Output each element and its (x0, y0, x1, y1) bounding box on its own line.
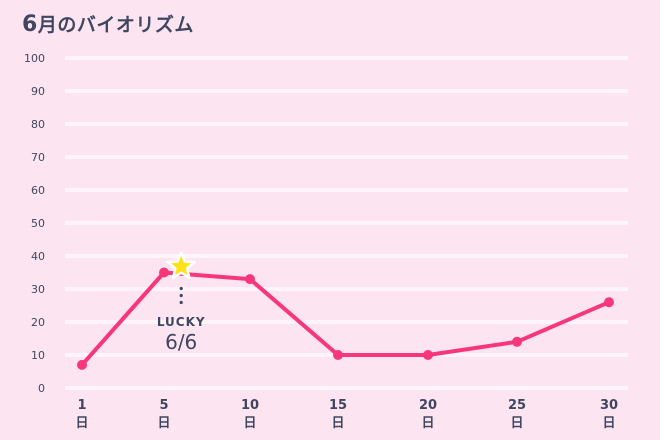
y-tick-label: 70 (31, 151, 45, 164)
data-point[interactable] (77, 359, 87, 370)
title-month-number: 6 (22, 12, 38, 37)
y-tick-label: 90 (31, 85, 45, 98)
chart-title: 6月のバイオリズム (22, 10, 194, 37)
data-point[interactable] (604, 297, 614, 308)
y-tick-label: 80 (31, 118, 45, 131)
x-tick-label: 5 (159, 398, 168, 413)
lucky-label: LUCKY (157, 315, 206, 329)
x-tick-label: 30 (600, 398, 618, 413)
x-tick-label: 1 (77, 398, 86, 413)
x-tick-unit: 日 (331, 416, 344, 431)
dotted-connector (179, 300, 183, 305)
star-icon (166, 251, 196, 280)
data-point[interactable] (245, 274, 255, 285)
y-tick-label: 50 (31, 217, 45, 230)
y-tick-label: 30 (31, 283, 45, 296)
x-tick-unit: 日 (75, 416, 88, 431)
x-tick-unit: 日 (510, 416, 523, 431)
y-tick-label: 60 (31, 184, 45, 197)
x-tick-label: 25 (508, 398, 526, 413)
y-tick-label: 20 (31, 316, 45, 329)
dotted-connector (179, 293, 183, 298)
data-point[interactable] (333, 350, 343, 360)
x-tick-unit: 日 (243, 416, 256, 431)
title-text: 月のバイオリズム (37, 14, 194, 36)
lucky-date: 6/6 (165, 330, 197, 354)
x-tick-label: 15 (329, 398, 347, 413)
y-tick-label: 100 (24, 52, 45, 65)
y-tick-label: 0 (38, 382, 45, 395)
x-tick-unit: 日 (602, 416, 615, 431)
data-point[interactable] (512, 336, 522, 347)
data-point[interactable] (159, 267, 169, 278)
data-point[interactable] (423, 350, 433, 360)
x-tick-label: 10 (241, 398, 259, 413)
x-tick-unit: 日 (421, 416, 434, 431)
dotted-connector (179, 286, 183, 291)
x-tick-label: 20 (419, 398, 437, 413)
y-tick-label: 10 (31, 349, 45, 362)
y-tick-label: 40 (31, 250, 45, 263)
x-tick-unit: 日 (157, 416, 170, 431)
